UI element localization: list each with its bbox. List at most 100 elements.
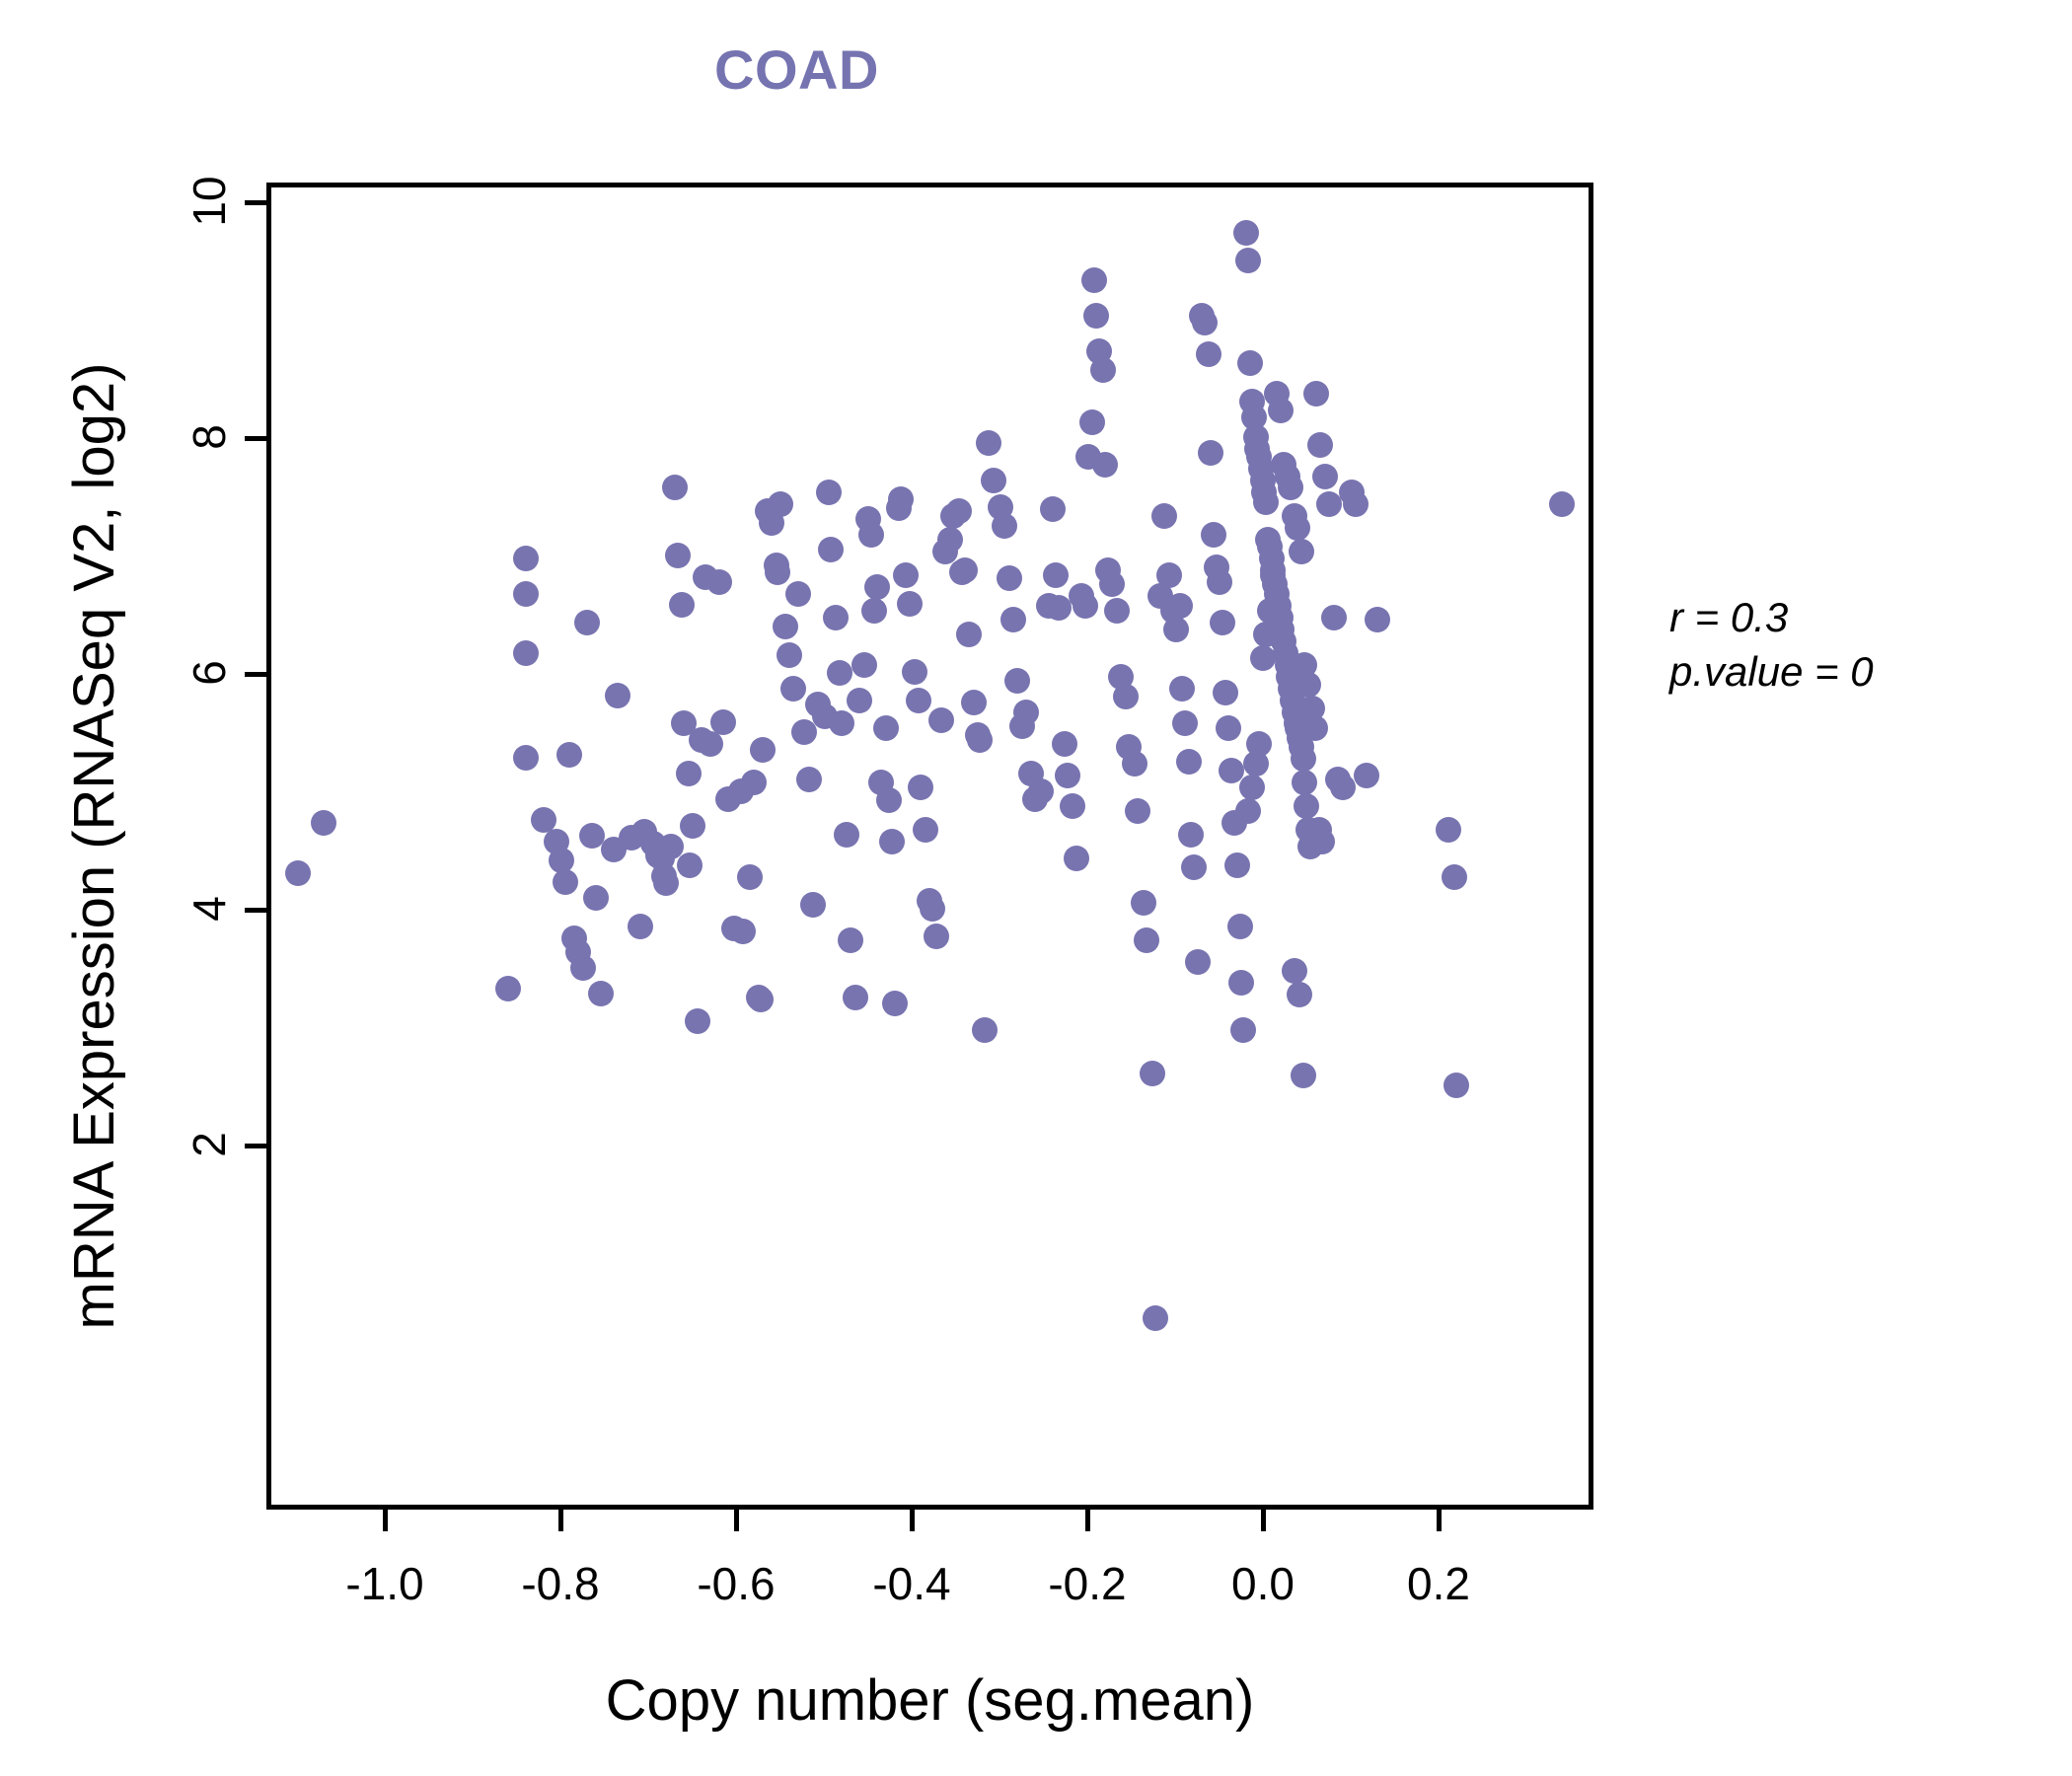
data-point <box>1253 621 1280 647</box>
data-point <box>684 1007 710 1034</box>
y-axis-tick-label: 2 <box>184 1132 235 1157</box>
annotation-line: r = 0.3 <box>1669 594 1789 640</box>
x-axis-tick-label: -0.8 <box>521 1558 600 1609</box>
data-point <box>677 851 703 878</box>
data-point <box>1213 680 1239 706</box>
data-point <box>1223 851 1250 878</box>
data-point <box>1207 569 1232 595</box>
data-point <box>729 918 756 944</box>
data-point <box>583 885 610 912</box>
data-point <box>976 430 1001 456</box>
data-point <box>1311 463 1338 489</box>
data-point <box>893 561 920 588</box>
data-point <box>1228 970 1255 997</box>
data-point <box>556 741 583 768</box>
x-axis-tick <box>557 1510 563 1531</box>
data-point <box>1181 854 1208 881</box>
data-point <box>747 987 774 1012</box>
data-point <box>857 522 884 549</box>
data-point <box>833 821 859 848</box>
data-point <box>777 642 802 669</box>
data-point <box>784 581 811 607</box>
data-point <box>875 787 902 814</box>
data-point <box>1083 302 1110 329</box>
data-point <box>1295 672 1321 698</box>
data-point <box>1294 793 1320 820</box>
data-point <box>1028 777 1055 804</box>
data-point <box>1130 890 1156 917</box>
data-point <box>1239 774 1265 800</box>
data-point <box>1175 748 1202 775</box>
data-point <box>1235 247 1262 273</box>
data-point <box>1191 310 1218 336</box>
y-axis-tick <box>245 671 266 677</box>
data-point <box>992 512 1017 539</box>
data-point <box>1290 1062 1316 1088</box>
data-point <box>1316 491 1343 518</box>
data-point <box>923 923 949 949</box>
data-point <box>1098 571 1125 598</box>
data-point <box>936 527 963 553</box>
data-point <box>952 557 978 584</box>
data-point <box>627 913 653 939</box>
data-point <box>1215 715 1241 742</box>
data-point <box>1242 751 1269 777</box>
annotation-line: p.value = 0 <box>1669 648 1874 696</box>
y-axis-tick-label: 8 <box>184 424 235 450</box>
data-point <box>1226 913 1253 939</box>
data-point <box>1089 356 1116 383</box>
data-point <box>1278 475 1304 501</box>
data-point <box>1134 927 1160 954</box>
data-point <box>902 658 928 685</box>
data-point <box>768 491 793 518</box>
data-point <box>1064 845 1089 871</box>
data-point <box>851 651 877 678</box>
data-point <box>1237 349 1264 376</box>
data-point <box>956 621 983 647</box>
x-axis-tick <box>1260 1510 1266 1531</box>
data-point <box>587 981 614 1007</box>
data-point <box>1055 763 1081 788</box>
data-point <box>842 984 868 1010</box>
data-point <box>1092 451 1119 478</box>
y-axis-tick-label: 10 <box>184 176 235 227</box>
data-point <box>675 760 702 786</box>
data-point <box>823 604 850 630</box>
plot-area <box>266 183 1593 1510</box>
data-point <box>1290 746 1316 773</box>
data-point <box>817 536 844 562</box>
data-point <box>1549 491 1576 518</box>
data-point <box>1004 668 1031 695</box>
x-axis-tick-label: 0.0 <box>1231 1558 1295 1609</box>
x-axis-title: Copy number (seg.mean) <box>605 1668 1255 1733</box>
data-point <box>981 468 1007 494</box>
data-point <box>1253 488 1280 515</box>
x-axis-tick <box>382 1510 388 1531</box>
data-point <box>888 486 914 513</box>
y-axis-tick-label: 4 <box>184 896 235 922</box>
data-point <box>1121 751 1147 777</box>
x-axis-tick <box>1084 1510 1090 1531</box>
data-point <box>664 542 691 568</box>
data-point <box>1292 770 1318 796</box>
data-point <box>574 609 601 635</box>
data-point <box>1281 958 1307 985</box>
y-axis-title: mRNA Expression (RNASeq V2, log2) <box>62 362 126 1330</box>
data-point <box>1218 758 1244 784</box>
y-axis-tick <box>245 435 266 441</box>
data-point <box>1288 538 1314 564</box>
y-axis-tick-label: 6 <box>184 660 235 686</box>
data-point <box>1353 763 1379 788</box>
data-point <box>513 581 539 607</box>
data-point <box>1435 817 1461 843</box>
x-axis-tick-label: -0.6 <box>697 1558 776 1609</box>
data-point <box>1343 491 1369 518</box>
data-point <box>796 766 823 792</box>
data-point <box>513 546 539 572</box>
data-point <box>945 498 972 525</box>
data-point <box>1051 730 1077 757</box>
data-point <box>1060 793 1086 820</box>
data-point <box>1042 561 1069 588</box>
data-point <box>1079 408 1105 435</box>
